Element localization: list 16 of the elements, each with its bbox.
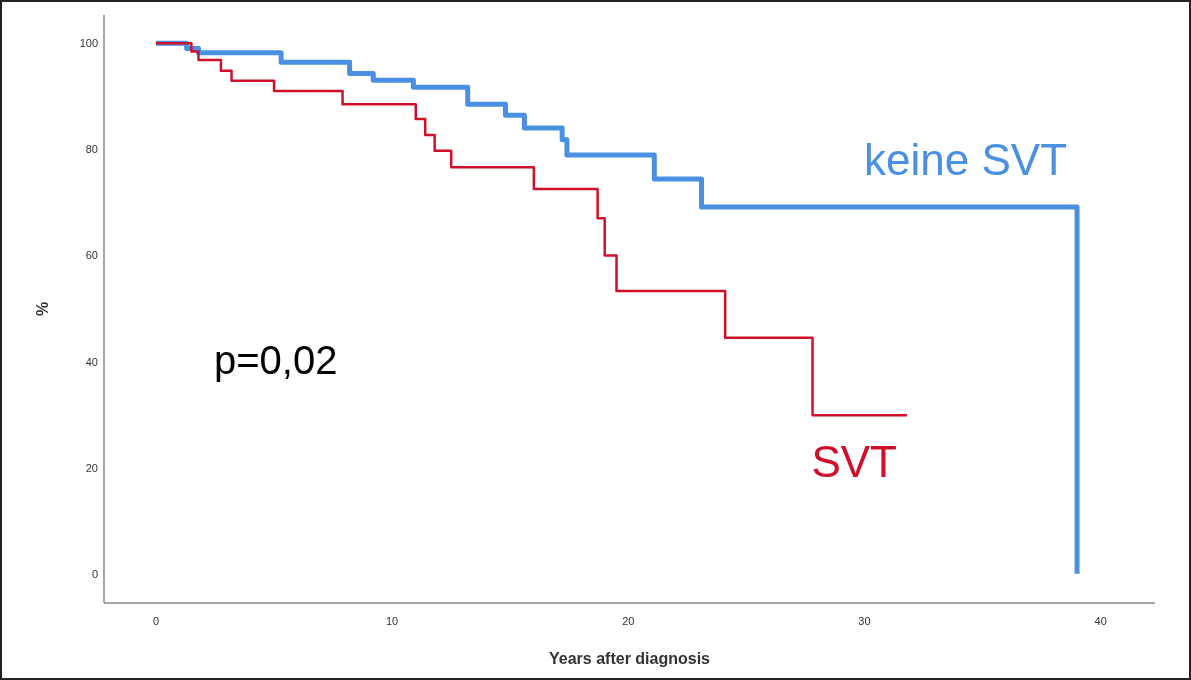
series-label: SVT xyxy=(811,437,898,487)
y-tick-label: 0 xyxy=(91,567,98,580)
x-tick-label: 0 xyxy=(152,615,160,627)
y-axis-title: % xyxy=(34,301,51,317)
annotation: p=0,02 xyxy=(214,338,338,382)
x-axis-title: Years after diagnosis xyxy=(549,650,711,667)
x-tick-label: 20 xyxy=(622,615,635,627)
y-tick-label: 100 xyxy=(79,37,98,50)
series-label: keine SVT xyxy=(864,135,1068,185)
y-tick-label: 20 xyxy=(85,461,98,474)
y-tick-label: 80 xyxy=(85,143,98,156)
x-tick-label: 40 xyxy=(1094,615,1107,627)
y-tick-label: 40 xyxy=(85,355,98,368)
y-tick-label: 60 xyxy=(85,249,98,262)
x-tick-label: 10 xyxy=(386,615,399,627)
x-tick-label: 30 xyxy=(858,615,871,627)
